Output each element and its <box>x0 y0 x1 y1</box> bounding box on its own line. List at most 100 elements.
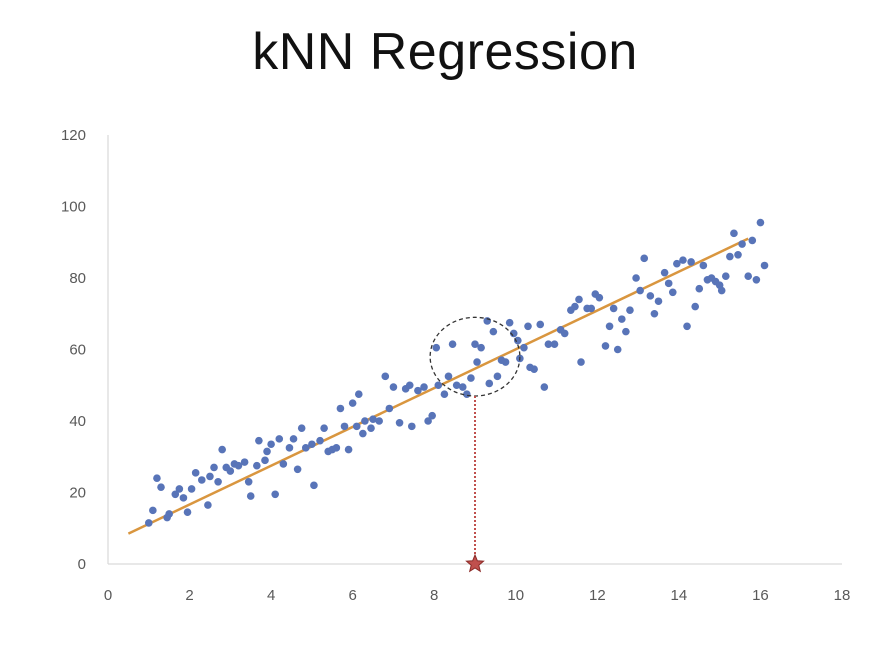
data-point <box>375 417 383 425</box>
data-point <box>632 274 640 282</box>
data-point <box>234 461 243 470</box>
data-point <box>352 422 361 431</box>
x-tick-label: 16 <box>752 587 769 604</box>
data-point <box>310 481 318 490</box>
data-point <box>301 444 310 452</box>
data-point <box>428 411 436 420</box>
data-point <box>149 506 157 515</box>
data-point <box>636 286 644 295</box>
data-point <box>385 404 394 413</box>
y-tick-label: 60 <box>69 342 86 359</box>
data-point <box>467 374 475 382</box>
data-point <box>544 340 553 348</box>
data-point <box>354 390 363 398</box>
data-point <box>575 295 583 304</box>
x-tick-label: 18 <box>834 587 851 604</box>
data-point <box>485 379 494 388</box>
data-point <box>717 286 726 295</box>
x-tick-label: 4 <box>267 587 275 604</box>
data-point <box>726 252 734 261</box>
data-point <box>530 365 538 373</box>
data-point <box>191 469 200 477</box>
data-point <box>440 390 449 398</box>
data-point <box>524 322 532 331</box>
data-point <box>246 492 255 500</box>
data-point <box>359 429 367 438</box>
data-point <box>420 383 428 391</box>
data-point <box>577 358 585 366</box>
data-point <box>605 322 614 331</box>
axes: 0 2 4 6 8 10 12 14 16 18 0 20 40 60 80 100 120 <box>61 127 850 604</box>
data-point <box>609 304 618 313</box>
data-point <box>477 343 485 352</box>
data-point <box>452 381 461 390</box>
data-point <box>650 309 659 318</box>
data-point <box>253 461 261 470</box>
data-point <box>668 288 677 297</box>
data-point <box>348 399 357 407</box>
data-point <box>381 372 390 381</box>
data-point <box>405 381 414 390</box>
data-point <box>255 436 263 445</box>
data-point <box>744 272 753 281</box>
data-point <box>204 501 212 509</box>
data-point <box>536 320 545 329</box>
data-point <box>240 458 249 466</box>
x-tick-label: 14 <box>671 587 688 604</box>
data-point <box>595 293 604 302</box>
data-point <box>444 372 453 381</box>
data-point <box>389 383 398 391</box>
data-point <box>695 284 704 293</box>
data-point <box>263 447 271 456</box>
data-point <box>320 424 328 432</box>
data-point <box>734 250 742 259</box>
data-point <box>679 256 687 264</box>
x-tick-label: 6 <box>348 587 356 604</box>
data-point <box>587 304 596 313</box>
data-point <box>514 336 522 345</box>
neighborhood-circle <box>429 316 521 397</box>
data-point <box>175 485 184 493</box>
data-point <box>756 218 765 227</box>
data-point <box>285 444 294 452</box>
data-point <box>664 279 673 288</box>
data-point <box>183 508 192 516</box>
data-point <box>673 259 681 268</box>
y-tick-label: 0 <box>78 556 86 573</box>
data-point <box>244 477 253 486</box>
data-point <box>361 417 369 425</box>
y-tick-label: 80 <box>69 270 86 287</box>
data-point <box>721 272 730 281</box>
data-point <box>618 315 626 323</box>
data-point <box>473 358 481 366</box>
data-point <box>550 340 559 348</box>
data-point <box>613 345 622 354</box>
data-point <box>730 229 738 238</box>
data-point <box>210 463 218 472</box>
data-point <box>344 445 353 454</box>
x-tick-label: 8 <box>430 587 438 604</box>
data-point <box>275 435 284 443</box>
data-point <box>509 329 518 338</box>
data-point <box>660 268 669 277</box>
data-point <box>471 340 479 348</box>
data-point <box>505 318 514 327</box>
data-point <box>738 240 746 248</box>
data-point <box>336 404 345 413</box>
data-point <box>601 342 610 350</box>
data-point <box>760 261 769 270</box>
y-tick-label: 100 <box>61 199 86 216</box>
data-point <box>367 424 375 432</box>
data-point <box>489 327 498 336</box>
y-tick-label: 20 <box>69 485 86 502</box>
data-point <box>297 424 306 432</box>
data-point <box>752 275 761 284</box>
data-point <box>501 358 510 366</box>
data-point <box>646 292 655 300</box>
data-point <box>206 472 214 481</box>
data-point <box>171 490 180 499</box>
knn-overlay <box>429 316 521 573</box>
data-point <box>316 436 324 445</box>
data-point <box>226 467 235 475</box>
data-point <box>332 444 341 452</box>
